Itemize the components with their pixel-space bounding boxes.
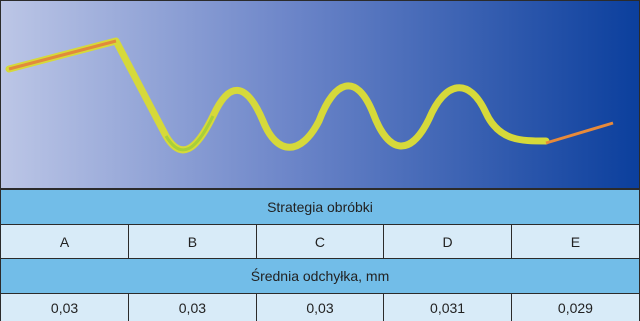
column-cell: D [384,225,512,259]
table-row: Średnia odchyłka, mm [1,259,639,294]
value-cell: 0,029 [511,294,639,321]
header-cell: Strategia obróbki [1,190,639,225]
table-row: Strategia obróbki [1,190,639,225]
scan-image [1,1,639,189]
subheader-cell: Średnia odchyłka, mm [1,259,639,294]
column-cell: B [129,225,257,259]
value-cell: 0,03 [1,294,129,321]
value-cell: 0,03 [129,294,257,321]
value-cell: 0,03 [256,294,384,321]
page: Strategia obróbkiABCDEŚrednia odchyłka, … [0,0,640,321]
column-cell: E [511,225,639,259]
column-cell: A [1,225,129,259]
value-cell: 0,031 [384,294,512,321]
column-cell: C [256,225,384,259]
